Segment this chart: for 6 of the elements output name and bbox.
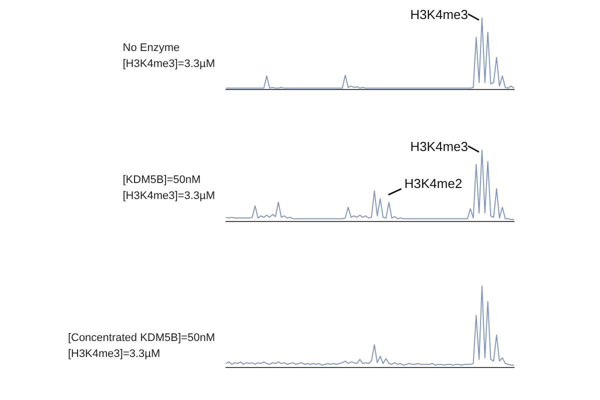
annotation: H3K4me3 bbox=[410, 139, 468, 154]
text: [KDM5B]=50nM [H3K4me3]=3.3µM bbox=[122, 173, 215, 204]
annotation: H3K4me2 bbox=[404, 176, 462, 191]
annotation: H3K4me3 bbox=[410, 7, 468, 22]
text: No Enzyme [H3K4me3]=3.3µM bbox=[122, 41, 215, 72]
text: [Concentrated KDM5B]=50nM [H3K4me3]=3.3µM bbox=[68, 331, 215, 362]
